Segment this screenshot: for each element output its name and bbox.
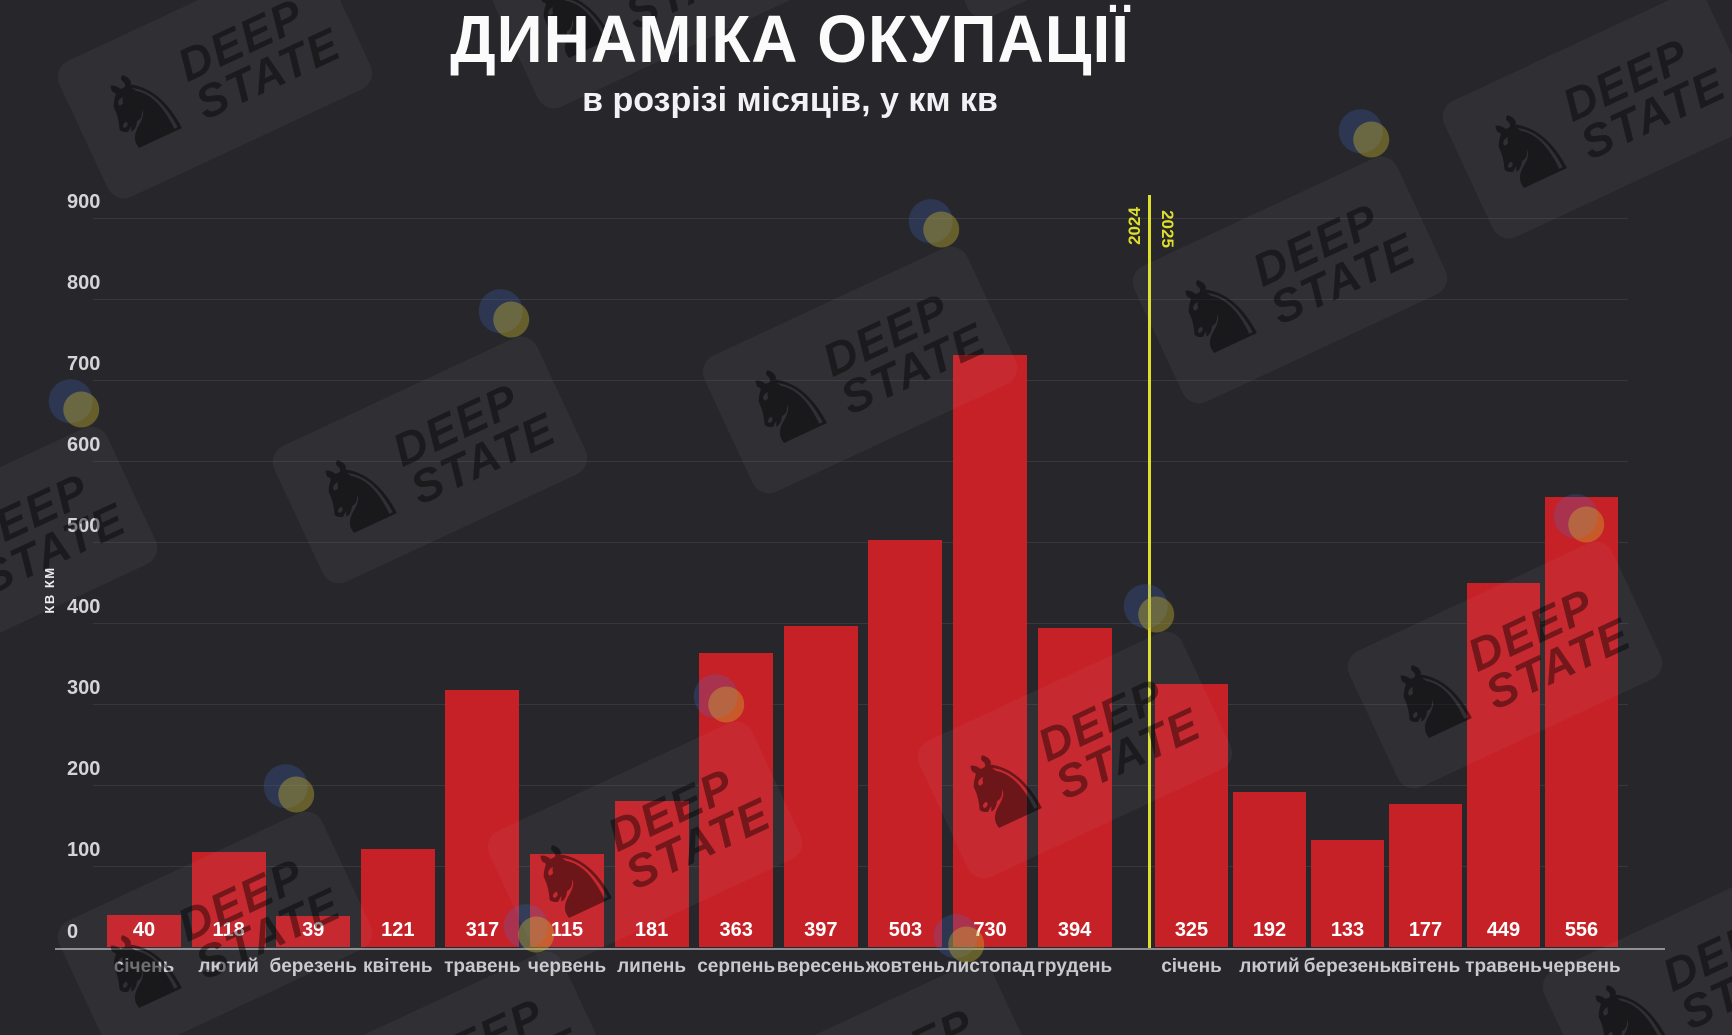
bar-січень: 40 [107,915,181,948]
bar-value-label: 181 [634,919,669,942]
x-axis-label: грудень [1037,956,1113,977]
bar-value-label: 394 [1057,919,1092,942]
chart-subtitle: в розрізі місяців, у км кв [582,81,998,120]
gridline [93,623,1628,625]
bar-березень: 133 [1311,839,1384,948]
bar-value-label: 177 [1408,919,1443,942]
x-axis-label: листопад [945,956,1035,977]
y-tick-label: 400 [67,596,101,619]
bar-value-label: 121 [381,919,415,942]
y-tick-label: 100 [67,839,101,862]
bar-квітень: 177 [1389,803,1462,948]
bar-лютий: 118 [191,851,266,948]
gridline [93,217,1628,219]
x-axis-label: жовтень [865,956,945,977]
bar-листопад: 730 [953,355,1027,948]
x-axis-label: липень [617,956,687,977]
x-axis-label: вересень [776,956,865,977]
gridline [93,542,1628,543]
bar-травень: 317 [445,690,520,948]
y-tick-label: 700 [67,352,101,375]
x-axis-label: травень [444,956,521,977]
bar-серпень: 363 [699,653,774,948]
bar-квітень: 121 [360,849,435,948]
x-axis-label: квітень [1390,956,1461,977]
bar-грудень: 394 [1037,627,1112,948]
y-axis-title: КВ КМ [42,566,57,614]
x-axis-label: червень [1542,956,1621,977]
x-axis-label: квітень [363,956,433,977]
y-tick-label: 300 [67,677,101,700]
y-tick-label: 900 [67,190,101,213]
x-axis-label: травень [1465,956,1542,977]
bar-value-label: 397 [804,919,838,942]
bar-жовтень: 503 [868,539,943,948]
x-axis-label: січень [113,956,175,977]
bar-липень: 181 [614,800,689,948]
gridline [93,298,1628,300]
bar-березень: 39 [276,915,351,948]
x-axis-label: червень [527,956,607,977]
bar-value-label: 317 [465,919,500,942]
page-title: ДИНАМІКА ОКУПАЦІЇ [450,1,1130,77]
x-axis-label: лютий [1239,956,1300,977]
y-tick-label: 600 [67,433,101,456]
y-tick-label: 500 [67,515,101,537]
bar-value-label: 118 [212,919,245,942]
gridline [93,785,1628,787]
bar-value-label: 730 [973,919,1007,942]
bar-value-label: 133 [1330,919,1365,942]
gridline [93,460,1628,462]
x-axis-label: лютий [198,956,259,977]
bar-вересень: 397 [783,625,858,948]
bar-червень: 556 [1545,496,1618,948]
x-axis-label: березень [269,956,357,977]
gridline [93,704,1628,706]
bar-value-label: 115 [550,919,584,942]
x-axis-label: березень [1303,956,1392,977]
bar-value-label: 40 [132,919,156,942]
y-tick-label: 200 [67,758,101,781]
bar-січень: 325 [1155,683,1228,948]
year-label-right: 2025 [1158,210,1177,248]
y-tick-label: 800 [67,271,101,294]
bar-value-label: 192 [1252,919,1287,942]
bar-value-label: 363 [719,919,753,942]
x-axis-label: січень [1161,956,1222,977]
year-label-left: 2024 [1125,207,1144,245]
chart-header: ДИНАМІКА ОКУПАЦІЇ в розрізі місяців, у к… [0,1,1580,120]
bar-value-label: 325 [1174,919,1209,942]
bar-травень: 449 [1467,583,1540,948]
bar-червень: 115 [530,854,604,948]
bar-value-label: 449 [1486,919,1521,942]
bar-value-label: 39 [302,919,325,942]
bar-лютий: 192 [1233,791,1306,948]
x-axis-label: серпень [697,956,776,977]
y-tick-label: 0 [67,920,79,943]
year-divider-line [1148,195,1151,948]
gridline [93,866,1628,868]
bar-value-label: 556 [1564,919,1599,942]
gridline [93,379,1628,381]
bar-value-label: 503 [888,919,923,942]
x-axis-line [55,947,1665,950]
